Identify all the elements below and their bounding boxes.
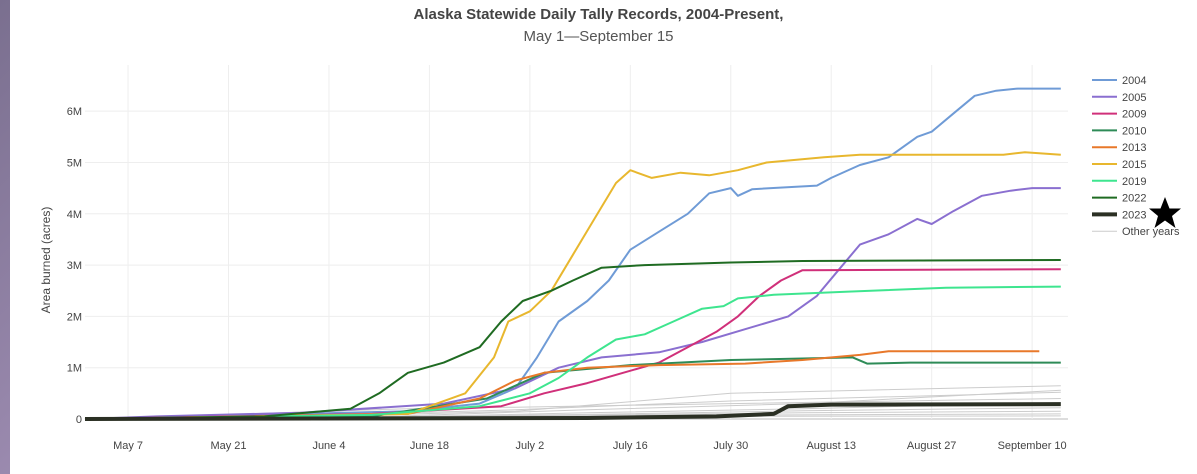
series-line-2004 <box>84 87 1061 420</box>
legend-item-other-years[interactable]: Other years <box>1092 226 1180 238</box>
series-line-2015 <box>84 151 1061 420</box>
legend-label: 2004 <box>1122 75 1146 87</box>
x-tick-label: August 13 <box>806 440 856 452</box>
legend-item-2005[interactable]: 2005 <box>1092 92 1146 104</box>
legend-label: 2022 <box>1122 193 1146 205</box>
chart-card <box>10 0 1197 474</box>
chart-title: Alaska Statewide Daily Tally Records, 20… <box>413 6 784 23</box>
legend-item-2009[interactable]: 2009 <box>1092 109 1146 121</box>
y-axis-label: Area burned (acres) <box>39 207 53 314</box>
y-tick-label: 3M <box>67 260 82 272</box>
legend[interactable]: 2004 2005 2009 2010 2013 2015 2019 2022 2023 Othe… <box>1092 75 1180 238</box>
y-tick-label: 4M <box>67 209 82 221</box>
y-tick-label: 6M <box>67 106 82 118</box>
legend-label: 2015 <box>1122 159 1146 171</box>
legend-item-2019[interactable]: 2019 <box>1092 176 1146 188</box>
y-tick-label: 0 <box>76 414 82 426</box>
legend-label: 2005 <box>1122 92 1146 104</box>
legend-label: 2010 <box>1122 125 1146 137</box>
legend-label: 2013 <box>1122 142 1146 154</box>
legend-item-2015[interactable]: 2015 <box>1092 159 1146 171</box>
legend-item-2023[interactable]: 2023 <box>1092 209 1146 221</box>
legend-label: 2019 <box>1122 176 1146 188</box>
x-tick-label: July 2 <box>515 440 544 452</box>
series-line-2013 <box>84 350 1040 420</box>
x-tick-label: June 4 <box>312 440 345 452</box>
series-line-2005 <box>84 187 1061 420</box>
legend-label: Other years <box>1122 226 1180 238</box>
series-line-2022 <box>84 259 1061 420</box>
y-tick-label: 5M <box>67 157 82 169</box>
x-tick-label: May 21 <box>210 440 246 452</box>
legend-item-2010[interactable]: 2010 <box>1092 125 1146 137</box>
x-tick-label: September 10 <box>998 440 1067 452</box>
series-lines <box>84 87 1061 421</box>
legend-label: 2023 <box>1122 209 1146 221</box>
x-tick-label: July 30 <box>713 440 748 452</box>
x-tick-label: July 16 <box>613 440 648 452</box>
y-tick-label: 1M <box>67 363 82 375</box>
legend-item-2013[interactable]: 2013 <box>1092 142 1146 154</box>
star-icon <box>1149 197 1181 228</box>
x-tick-label: June 18 <box>410 440 449 452</box>
legend-label: 2009 <box>1122 109 1146 121</box>
x-tick-label: May 7 <box>113 440 143 452</box>
legend-item-2022[interactable]: 2022 <box>1092 193 1146 205</box>
series-line-2009 <box>84 268 1061 420</box>
y-tick-label: 2M <box>67 311 82 323</box>
grid <box>85 65 1068 420</box>
x-tick-label: August 27 <box>907 440 957 452</box>
axis-ticks: 0 1M 2M 3M 4M 5M 6M May 7 May 21 June 4 June 18 Jul… <box>67 106 1067 452</box>
series-line-2023 <box>84 402 1061 421</box>
series-line-2019 <box>84 285 1061 420</box>
legend-item-2004[interactable]: 2004 <box>1092 75 1146 87</box>
chart-subtitle: May 1—September 15 <box>523 28 674 45</box>
